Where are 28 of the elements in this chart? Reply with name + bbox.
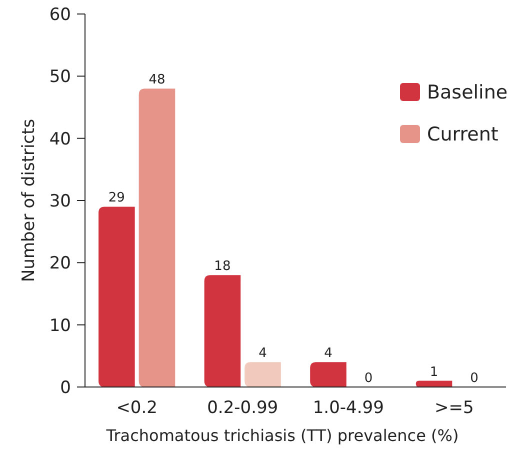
y-tick-label: 50 [49, 67, 71, 88]
bar [204, 275, 241, 387]
data-label: 18 [214, 259, 231, 274]
y-tick-label: 60 [49, 4, 71, 25]
legend-label: Baseline [427, 82, 508, 104]
x-tick-label: <0.2 [116, 398, 158, 418]
x-tick-label: >=5 [434, 398, 474, 418]
data-label: 0 [470, 371, 478, 386]
data-label: 1 [430, 364, 438, 380]
y-tick-label: 40 [49, 129, 71, 150]
bar [138, 88, 176, 387]
data-label: 4 [324, 346, 332, 362]
y-tick-label: 0 [60, 378, 71, 398]
x-tick-label: 0.2-0.99 [207, 398, 278, 418]
data-label: 29 [108, 190, 125, 206]
y-tick-label: 10 [49, 316, 71, 336]
x-axis-title: Trachomatous trichiasis (TT) prevalence (%) [105, 426, 459, 445]
y-tick-label: 30 [49, 191, 71, 212]
bar [310, 362, 346, 387]
data-label: 0 [364, 371, 373, 386]
data-label: 48 [148, 72, 166, 88]
data-label: 4 [258, 346, 267, 362]
x-tick-label: 1.0-4.99 [312, 398, 384, 418]
y-axis-title: Number of districts [19, 118, 39, 282]
bar [98, 206, 135, 387]
bar [244, 362, 281, 387]
legend-label: Current [427, 124, 498, 146]
y-tick-label: 20 [49, 254, 71, 274]
